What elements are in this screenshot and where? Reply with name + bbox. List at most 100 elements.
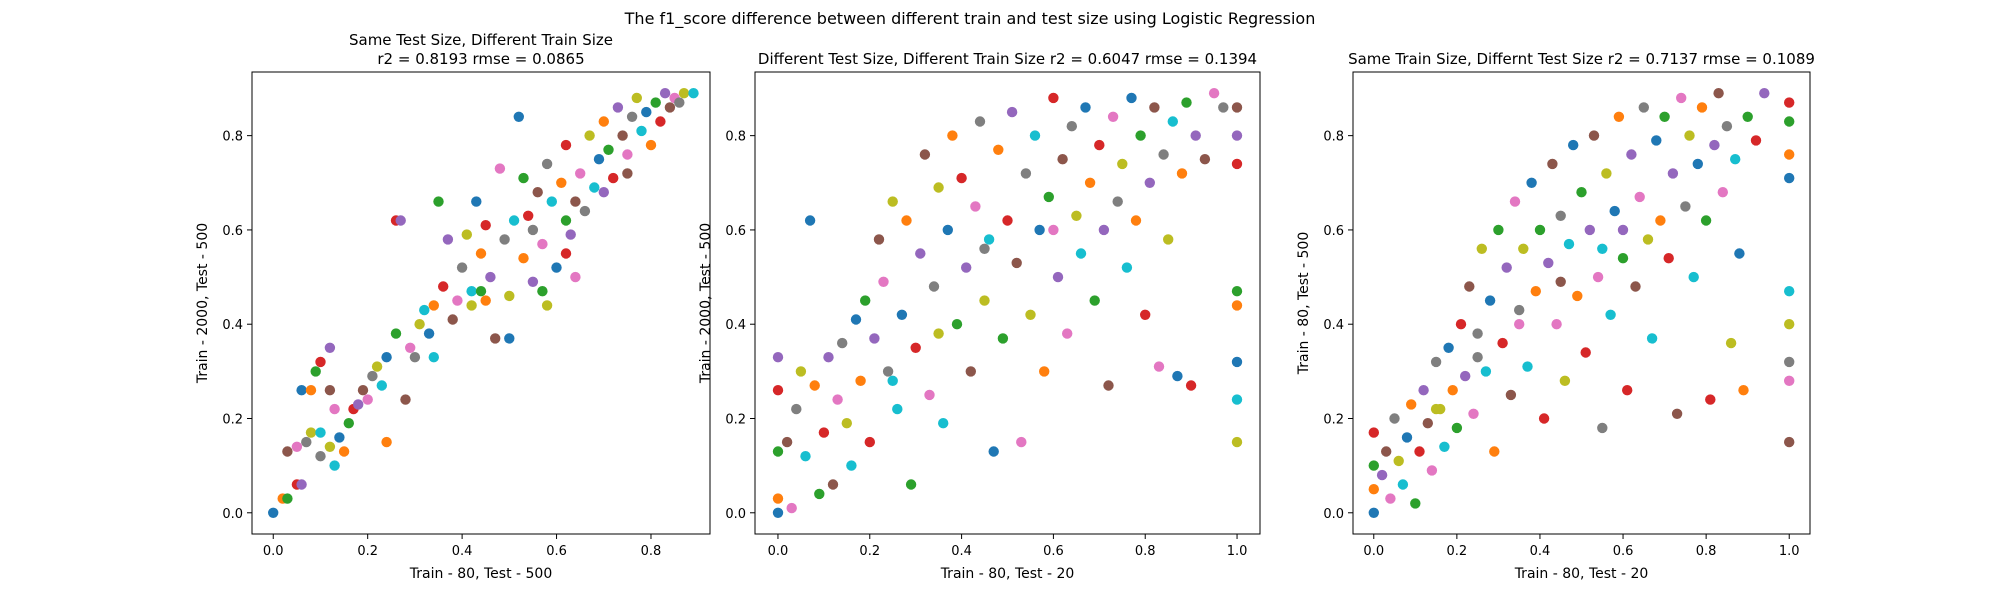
scatter-point <box>674 97 685 108</box>
scatter-point <box>1597 243 1608 254</box>
scatter-point <box>942 224 953 236</box>
scatter-point <box>1368 484 1380 495</box>
x-tick-label: 0.8 <box>1696 544 1717 559</box>
scatter-point <box>1497 337 1508 349</box>
scatter-point <box>1784 319 1795 330</box>
y-tick-label: 0.2 <box>222 413 243 428</box>
scatter-point <box>1094 139 1105 151</box>
scatter-panel-3: 0.0 0.2 0.4 0.6 0.8 1.0 0.0 0.2 0.4 0.6 0.8 Train -… <box>1296 50 1815 582</box>
scatter-point <box>390 328 402 339</box>
scatter-point <box>1135 130 1146 141</box>
scatter-point <box>827 479 839 490</box>
scatter-point <box>1406 399 1417 410</box>
y-axis-label: Train - 80, Test - 500 <box>1296 232 1312 376</box>
scatter-point <box>480 220 491 231</box>
scatter-point <box>504 333 515 344</box>
scatter-point <box>475 248 487 259</box>
scatter-point <box>1522 361 1533 372</box>
scatter-point <box>329 460 340 471</box>
scatter-point <box>664 102 676 113</box>
scatter-point <box>814 488 825 500</box>
scatter-point <box>1472 328 1483 339</box>
scatter-point <box>1696 102 1708 113</box>
scatter-point <box>1480 366 1492 377</box>
scatter-point <box>546 196 557 207</box>
scatter-point <box>919 149 931 160</box>
scatter-point <box>1514 304 1525 316</box>
scatter-point <box>1190 130 1201 141</box>
scatter-point <box>565 229 576 240</box>
scatter-point <box>772 446 784 457</box>
scatter-point <box>1630 281 1641 292</box>
scatter-point <box>988 446 999 457</box>
x-axis-label: Train - 80, Test - 500 <box>409 566 553 582</box>
scatter-point <box>1039 366 1050 377</box>
scatter-point <box>860 295 871 306</box>
scatter-point <box>296 385 307 396</box>
scatter-point <box>1784 436 1795 448</box>
scatter-point <box>1534 224 1546 236</box>
y-tick-label: 0.8 <box>1323 130 1344 145</box>
scatter-point <box>494 163 506 174</box>
scatter-point <box>381 352 392 363</box>
scatter-point <box>882 366 894 377</box>
scatter-point <box>1613 111 1625 123</box>
scatter-point <box>1642 234 1654 245</box>
scatter-point <box>527 276 539 287</box>
scatter-point <box>1646 333 1658 344</box>
scatter-point <box>641 106 652 118</box>
scatter-point <box>1231 102 1243 113</box>
scatter-point <box>466 300 477 311</box>
scatter-point <box>1368 460 1380 471</box>
y-tick-label: 0.4 <box>725 318 746 333</box>
scatter-point <box>593 154 605 165</box>
scatter-point <box>1476 243 1488 254</box>
scatter-point <box>575 168 586 179</box>
scatter-point <box>1149 102 1160 113</box>
scatter-point <box>499 234 510 245</box>
scatter-point <box>887 196 898 207</box>
scatter-point <box>809 380 820 391</box>
scatter-point <box>873 234 885 245</box>
scatter-point <box>951 319 963 330</box>
scatter-point <box>560 139 572 151</box>
scatter-point <box>268 507 279 518</box>
scatter-point <box>1029 130 1041 141</box>
scatter-point <box>1385 493 1396 504</box>
scatter-point <box>1472 352 1483 363</box>
x-tick-label: 0.8 <box>1135 544 1156 559</box>
scatter-point <box>508 215 520 226</box>
scatter-point <box>1518 243 1529 254</box>
scatter-point <box>442 234 454 245</box>
scatter-point <box>823 352 834 363</box>
scatter-point <box>1451 422 1463 434</box>
scatter-point <box>371 361 383 372</box>
scatter-point <box>1368 427 1380 438</box>
scatter-point <box>1048 92 1059 104</box>
scatter-point <box>537 238 548 250</box>
y-tick-label: 0.6 <box>725 224 746 239</box>
panel-title: Different Test Size, Different Train Siz… <box>758 50 1257 68</box>
scatter-point <box>1430 356 1442 368</box>
scatter-point <box>598 187 609 198</box>
scatter-point <box>1447 385 1458 396</box>
axes-frame <box>251 71 711 535</box>
scatter-point <box>1006 106 1018 118</box>
scatter-point <box>456 262 468 273</box>
scatter-point <box>1784 97 1795 108</box>
scatter-point <box>395 215 406 226</box>
scatter-point <box>1555 210 1566 221</box>
scatter-point <box>1430 403 1442 415</box>
scatter-point <box>560 215 572 226</box>
scatter-point <box>480 295 491 306</box>
scatter-point <box>1153 361 1165 372</box>
x-tick-label: 1.0 <box>1227 544 1248 559</box>
x-axis-label: Train - 80, Test - 20 <box>940 566 1075 582</box>
scatter-point <box>650 97 661 108</box>
scatter-point <box>1080 102 1091 113</box>
y-tick-label: 0.4 <box>222 318 243 333</box>
scatter-point <box>1605 309 1616 320</box>
scatter-point <box>1231 394 1243 405</box>
scatter-point <box>622 149 633 160</box>
scatter-point <box>1208 88 1220 99</box>
